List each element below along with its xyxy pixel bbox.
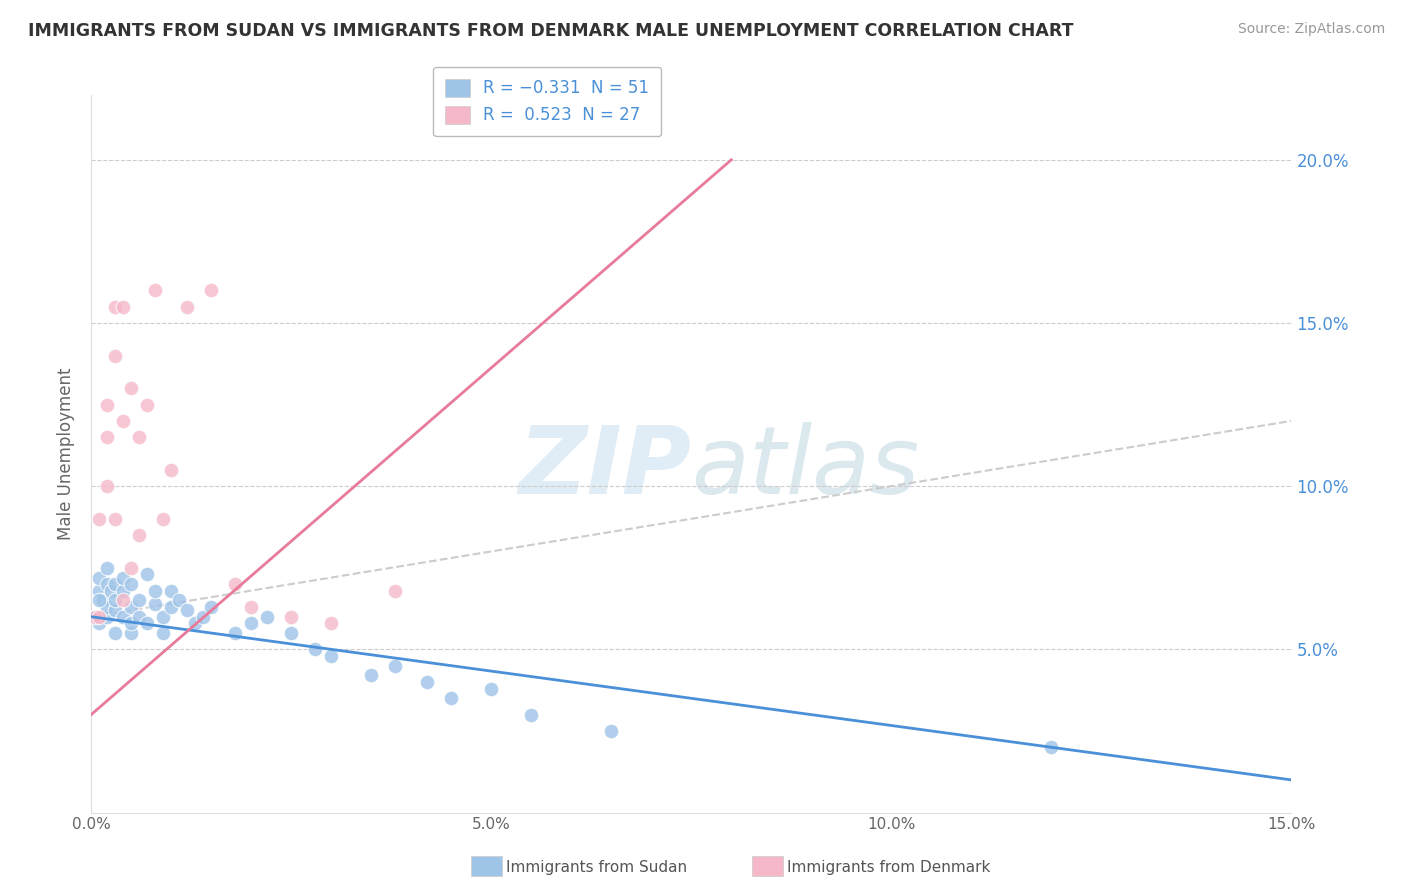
Point	[321, 648, 343, 663]
Point	[160, 583, 183, 598]
Point	[240, 616, 263, 631]
Point	[479, 681, 502, 696]
Point	[112, 593, 135, 607]
Point	[160, 463, 183, 477]
Point	[128, 593, 150, 607]
Text: Source: ZipAtlas.com: Source: ZipAtlas.com	[1237, 22, 1385, 37]
Text: IMMIGRANTS FROM SUDAN VS IMMIGRANTS FROM DENMARK MALE UNEMPLOYMENT CORRELATION C: IMMIGRANTS FROM SUDAN VS IMMIGRANTS FROM…	[28, 22, 1074, 40]
Point	[89, 512, 111, 526]
Point	[280, 626, 302, 640]
Point	[96, 479, 118, 493]
Point	[321, 616, 343, 631]
Point	[193, 609, 215, 624]
Point	[128, 528, 150, 542]
Point	[143, 597, 166, 611]
Point	[96, 398, 118, 412]
Point	[104, 593, 127, 607]
Point	[224, 577, 246, 591]
Point	[128, 430, 150, 444]
Point	[167, 593, 190, 607]
Point	[152, 512, 174, 526]
Point	[89, 609, 111, 624]
Point	[280, 609, 302, 624]
Point	[200, 599, 222, 614]
Point	[600, 723, 623, 738]
Point	[128, 609, 150, 624]
Point	[112, 570, 135, 584]
Point	[104, 603, 127, 617]
Point	[143, 284, 166, 298]
Point	[440, 691, 463, 706]
Point	[89, 570, 111, 584]
Text: Immigrants from Denmark: Immigrants from Denmark	[787, 860, 991, 874]
Point	[96, 609, 118, 624]
Point	[1040, 740, 1063, 755]
Point	[100, 583, 122, 598]
Point	[120, 626, 142, 640]
Point	[360, 668, 382, 682]
Point	[120, 561, 142, 575]
Point	[112, 583, 135, 598]
Point	[104, 577, 127, 591]
Point	[96, 430, 118, 444]
Point	[104, 300, 127, 314]
Point	[120, 599, 142, 614]
Point	[112, 414, 135, 428]
Y-axis label: Male Unemployment: Male Unemployment	[58, 368, 75, 540]
Text: atlas: atlas	[692, 423, 920, 514]
Point	[84, 609, 107, 624]
Point	[89, 583, 111, 598]
Point	[256, 609, 278, 624]
Point	[520, 707, 543, 722]
Point	[96, 599, 118, 614]
Point	[416, 675, 439, 690]
Point	[240, 599, 263, 614]
Point	[184, 616, 207, 631]
Point	[104, 349, 127, 363]
Point	[120, 381, 142, 395]
Point	[104, 512, 127, 526]
Point	[89, 616, 111, 631]
Point	[176, 300, 198, 314]
Point	[160, 599, 183, 614]
Legend: R = −0.331  N = 51, R =  0.523  N = 27: R = −0.331 N = 51, R = 0.523 N = 27	[433, 67, 661, 136]
Point	[112, 300, 135, 314]
Point	[384, 658, 406, 673]
Point	[224, 626, 246, 640]
Point	[136, 616, 159, 631]
Text: ZIP: ZIP	[519, 422, 692, 514]
Point	[89, 593, 111, 607]
Point	[91, 593, 114, 607]
Point	[176, 603, 198, 617]
Point	[96, 577, 118, 591]
Point	[384, 583, 406, 598]
Point	[96, 561, 118, 575]
Point	[304, 642, 326, 657]
Point	[143, 583, 166, 598]
Point	[152, 626, 174, 640]
Point	[84, 609, 107, 624]
Point	[136, 398, 159, 412]
Point	[112, 609, 135, 624]
Point	[136, 567, 159, 582]
Text: Immigrants from Sudan: Immigrants from Sudan	[506, 860, 688, 874]
Point	[104, 626, 127, 640]
Point	[200, 284, 222, 298]
Point	[152, 609, 174, 624]
Point	[120, 616, 142, 631]
Point	[120, 577, 142, 591]
